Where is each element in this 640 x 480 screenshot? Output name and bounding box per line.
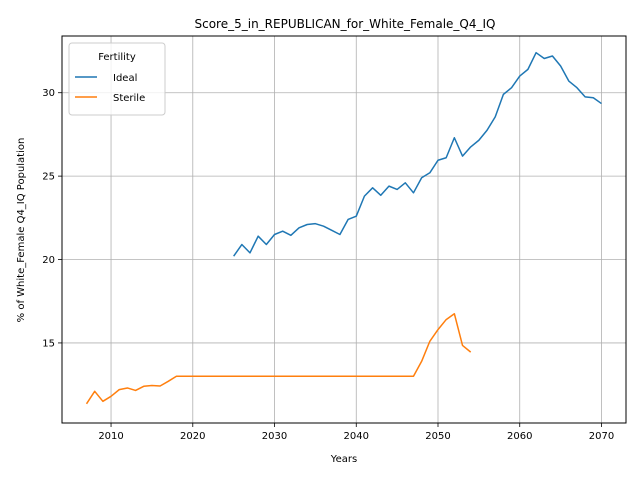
grid [62,36,626,423]
x-tick-label: 2070 [589,431,614,442]
y-tick-label: 25 [42,172,55,183]
y-tick-label: 15 [42,338,55,349]
legend-label-sterile: Sterile [113,93,145,104]
x-tick-label: 2050 [425,431,450,442]
chart-title: Score_5_in_REPUBLICAN_for_White_Female_Q… [195,17,496,31]
axis-ticks: 2010 2020 2030 2040 2050 2060 2070 15 20 25 30 [42,88,614,442]
x-axis-label: Years [330,454,357,465]
legend: Fertility Ideal Sterile [68,42,166,116]
x-tick-label: 2020 [180,431,205,442]
y-tick-label: 20 [42,255,55,266]
x-tick-label: 2060 [507,431,532,442]
series-line-sterile [85,312,472,405]
plot-area-frame [61,35,627,424]
x-tick-label: 2010 [98,431,123,442]
legend-title: Fertility [98,52,136,63]
y-tick-label: 30 [42,88,55,99]
y-axis-label: % of White_Female Q4_IQ Population [16,138,27,323]
x-tick-label: 2030 [262,431,287,442]
series-lines [85,51,602,405]
legend-label-ideal: Ideal [113,73,137,84]
x-tick-label: 2040 [344,431,369,442]
series-line-ideal [233,51,602,257]
